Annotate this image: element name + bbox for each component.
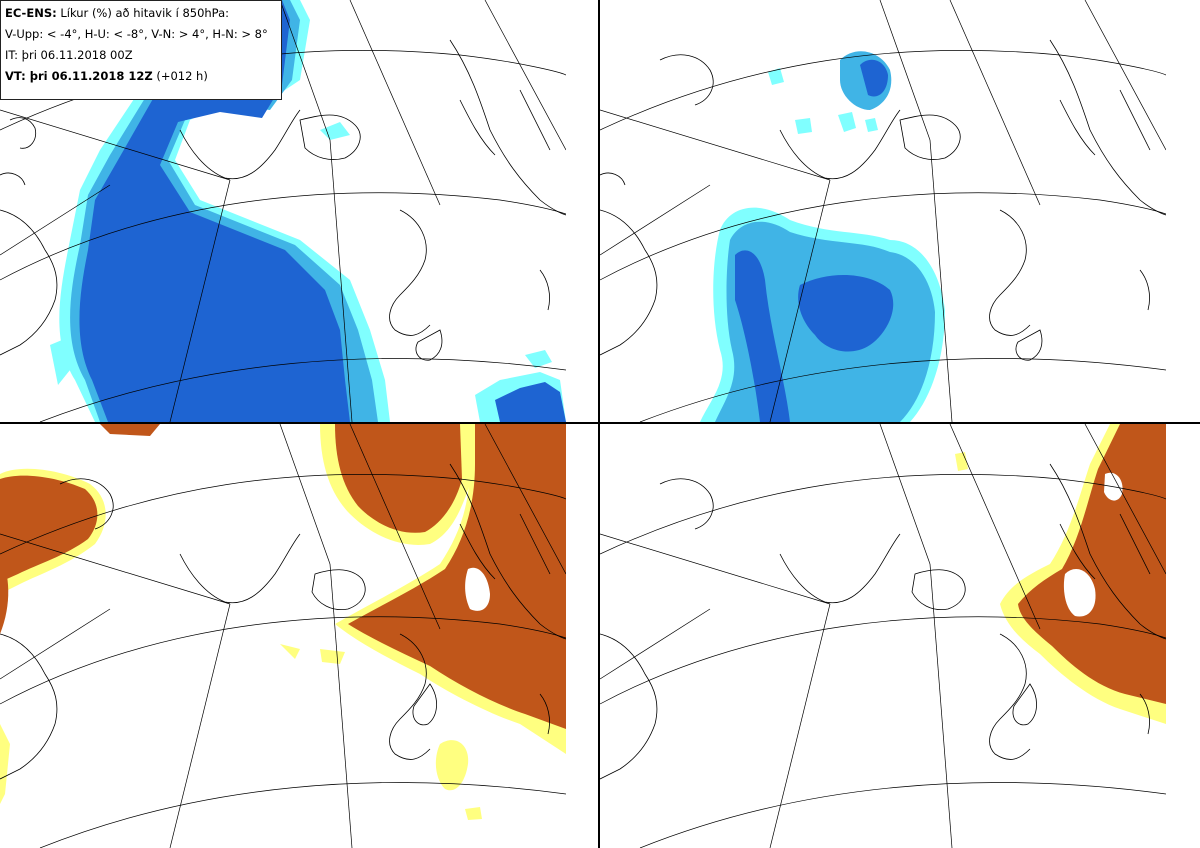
cold-prob-field-tr xyxy=(700,51,945,422)
info-thresholds: V-Upp: < -4°, H-U: < -8°, V-N: > 4°, H-N… xyxy=(5,27,268,41)
warm-prob-field-br xyxy=(955,424,1166,724)
graticule-bl xyxy=(0,424,566,848)
info-title-line: EC-ENS: Líkur (%) að hitavik í 850hPa: xyxy=(5,3,277,24)
info-valid-offset: (+012 h) xyxy=(156,69,208,83)
map-top-left-svg xyxy=(0,0,566,422)
graticule-br xyxy=(600,424,1166,848)
map-bottom-left-svg xyxy=(0,424,566,848)
map-top-right-svg xyxy=(600,0,1166,422)
forecast-info-box: EC-ENS: Líkur (%) að hitavik í 850hPa: V… xyxy=(0,0,282,100)
panel-divider-horizontal xyxy=(0,422,1200,424)
info-valid-line: VT: þri 06.11.2018 12Z (+012 h) xyxy=(5,66,277,87)
info-title-bold: EC-ENS: xyxy=(5,6,57,20)
map-panel-bottom-left: 1009565355 xyxy=(0,424,566,848)
map-panel-top-left: EC-ENS: Líkur (%) að hitavik í 850hPa: V… xyxy=(0,0,566,422)
info-valid-label: VT: þri 06.11.2018 12Z xyxy=(5,69,153,83)
panel-divider-vertical xyxy=(598,0,600,848)
graticule-tr xyxy=(600,0,1166,422)
map-panel-top-right: 1009565355 xyxy=(600,0,1166,422)
cold-prob-field-tl xyxy=(50,0,566,422)
info-init-time: IT: þri 06.11.2018 00Z xyxy=(5,48,133,62)
info-title-rest: Líkur (%) að hitavik í 850hPa: xyxy=(60,6,230,20)
map-panel-bottom-right: 1009565355 xyxy=(600,424,1166,848)
warm-prob-field-bl xyxy=(0,424,566,820)
map-bottom-right-svg xyxy=(600,424,1166,848)
